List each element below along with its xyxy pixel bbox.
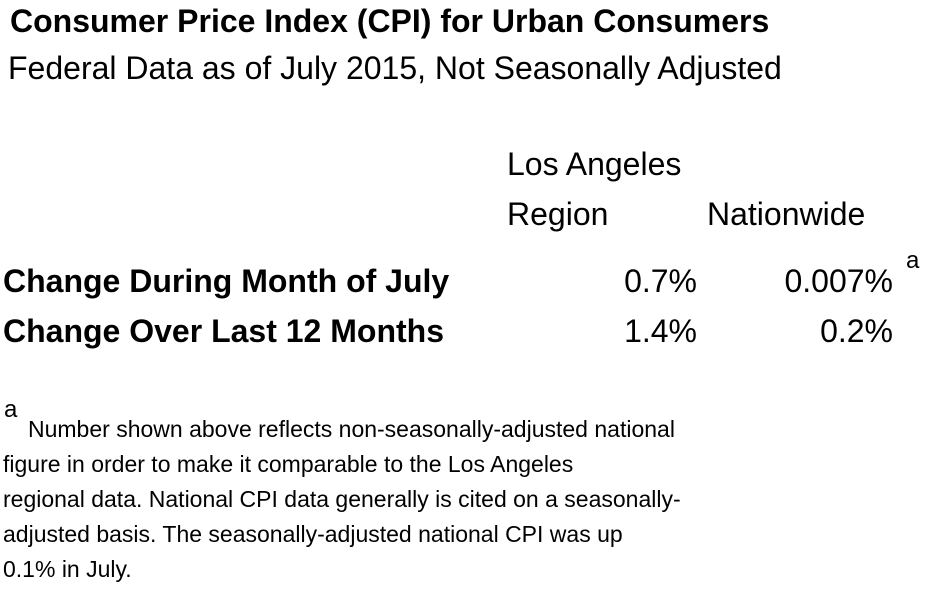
footnote-marker-a: a bbox=[4, 396, 18, 423]
row-label-change-over-12-months: Change Over Last 12 Months bbox=[3, 313, 444, 349]
footnote-line: Number shown above reflects non-seasonal… bbox=[28, 416, 675, 442]
column-header-los-angeles-line1: Los Angeles bbox=[507, 146, 682, 182]
footnote-line: figure in order to make it comparable to… bbox=[3, 451, 574, 477]
value-12mo-la-region: 1.4% bbox=[624, 313, 697, 349]
footnote-reference-a: a bbox=[906, 247, 920, 274]
row-label-change-during-month: Change During Month of July bbox=[3, 263, 450, 299]
footnote-text: Number shown above reflects non-seasonal… bbox=[3, 412, 763, 587]
value-12mo-nationwide: 0.2% bbox=[820, 313, 893, 349]
footnote-line: regional data. National CPI data general… bbox=[3, 486, 681, 512]
column-header-los-angeles-line2: Region bbox=[507, 196, 609, 232]
value-month-nationwide: 0.007% bbox=[784, 263, 893, 299]
column-header-nationwide: Nationwide bbox=[707, 196, 866, 232]
footnote-line: adjusted basis. The seasonally-adjusted … bbox=[3, 521, 623, 547]
page-title: Consumer Price Index (CPI) for Urban Con… bbox=[10, 3, 770, 39]
value-month-la-region: 0.7% bbox=[624, 263, 697, 299]
footnote-line: 0.1% in July. bbox=[3, 556, 132, 582]
page-subtitle: Federal Data as of July 2015, Not Season… bbox=[8, 50, 782, 86]
